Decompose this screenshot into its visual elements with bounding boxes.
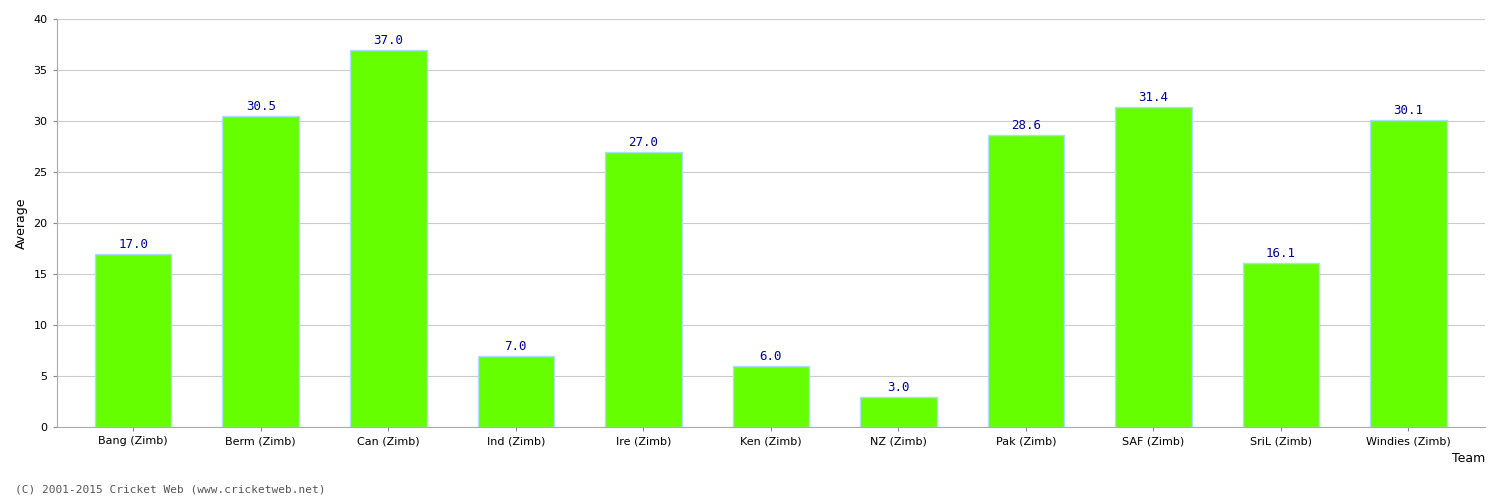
Text: (C) 2001-2015 Cricket Web (www.cricketweb.net): (C) 2001-2015 Cricket Web (www.cricketwe… bbox=[15, 485, 326, 495]
Text: 30.5: 30.5 bbox=[246, 100, 276, 113]
Text: 28.6: 28.6 bbox=[1011, 120, 1041, 132]
Text: 27.0: 27.0 bbox=[628, 136, 658, 148]
X-axis label: Team: Team bbox=[1452, 452, 1485, 465]
Y-axis label: Average: Average bbox=[15, 198, 28, 249]
Bar bbox=[94, 254, 171, 428]
Bar bbox=[1114, 107, 1191, 428]
Bar bbox=[350, 50, 426, 428]
Text: 7.0: 7.0 bbox=[504, 340, 526, 353]
Bar bbox=[1370, 120, 1446, 428]
Bar bbox=[732, 366, 809, 428]
Bar bbox=[987, 136, 1064, 428]
Bar bbox=[604, 152, 681, 428]
Bar bbox=[1242, 263, 1318, 428]
Bar bbox=[859, 397, 936, 428]
Text: 6.0: 6.0 bbox=[759, 350, 782, 363]
Bar bbox=[477, 356, 554, 428]
Text: 30.1: 30.1 bbox=[1394, 104, 1423, 117]
Text: 17.0: 17.0 bbox=[118, 238, 148, 251]
Text: 16.1: 16.1 bbox=[1266, 247, 1296, 260]
Text: 31.4: 31.4 bbox=[1138, 90, 1168, 104]
Text: 3.0: 3.0 bbox=[886, 380, 909, 394]
Text: 37.0: 37.0 bbox=[374, 34, 404, 46]
Bar bbox=[222, 116, 298, 428]
